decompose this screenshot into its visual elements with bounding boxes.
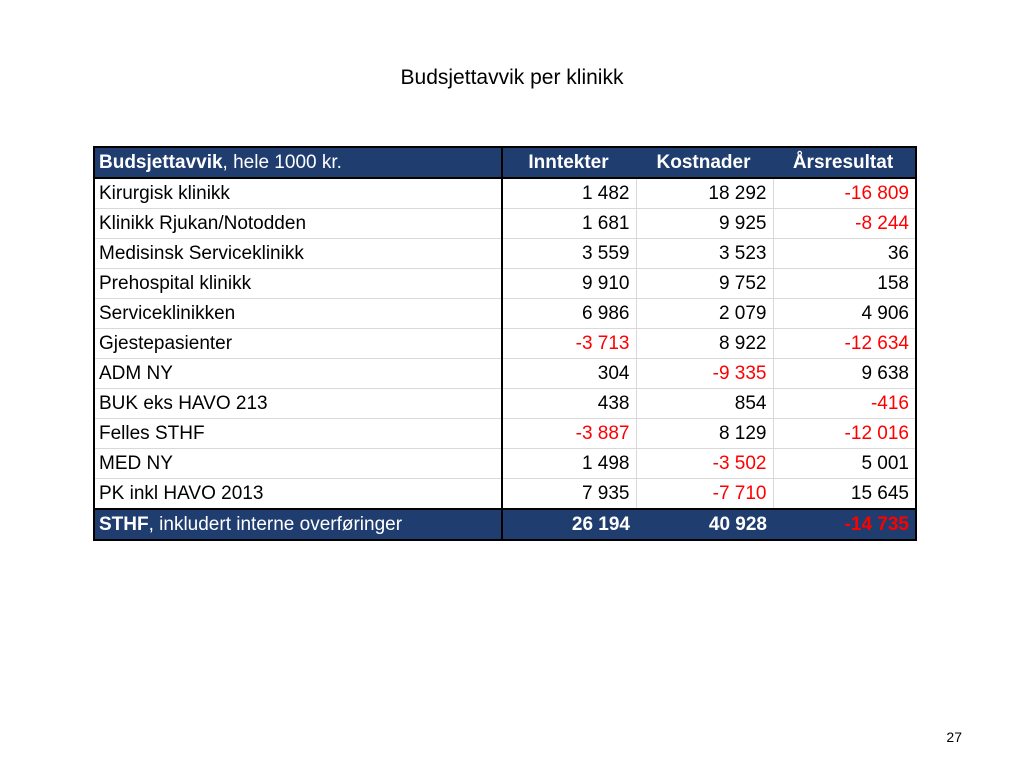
table-row: Felles STHF -3 887 8 129 -12 016 [94, 418, 916, 449]
column-header-kostnader: Kostnader [636, 147, 773, 178]
row-label: Serviceklinikken [94, 298, 503, 329]
column-header-arsresultat: Årsresultat [773, 147, 916, 178]
table-row: Gjestepasienter -3 713 8 922 -12 634 [94, 328, 916, 359]
table-cell: -9 335 [635, 358, 773, 389]
table-row: Prehospital klinikk 9 910 9 752 158 [94, 268, 916, 299]
page-number: 27 [946, 729, 962, 745]
table-cell: 9 925 [635, 208, 773, 239]
row-label: Prehospital klinikk [94, 268, 503, 299]
table-cell: 8 922 [635, 328, 773, 359]
row-label: Medisinsk Serviceklinikk [94, 238, 503, 269]
total-label-bold: STHF [99, 513, 149, 535]
table-cell: 36 [772, 238, 916, 269]
total-label-rest: , inkludert interne overføringer [148, 513, 403, 535]
total-cell: 40 928 [636, 509, 773, 540]
table-row: ADM NY 304 -9 335 9 638 [94, 358, 916, 389]
table-cell: 158 [772, 268, 916, 299]
table-cell: 9 910 [501, 268, 636, 299]
table-row: BUK eks HAVO 213 438 854 -416 [94, 388, 916, 419]
row-label: ADM NY [94, 358, 503, 389]
total-row: STHF, inkludert interne overføringer 26 … [94, 509, 916, 540]
table-cell: -3 713 [501, 328, 636, 359]
table-cell: -416 [772, 388, 916, 419]
table-cell: 1 498 [501, 448, 636, 479]
row-label: Felles STHF [94, 418, 503, 449]
total-label: STHF, inkludert interne overføringer [94, 509, 503, 540]
table-cell: -3 887 [501, 418, 636, 449]
table-cell: -16 809 [772, 178, 916, 209]
table-cell: 9 638 [772, 358, 916, 389]
table-cell: 854 [635, 388, 773, 419]
row-label: PK inkl HAVO 2013 [94, 478, 503, 510]
total-cell: -14 735 [773, 509, 916, 540]
table-cell: -3 502 [635, 448, 773, 479]
budget-variance-table: Budsjettavvik, hele 1000 kr. Inntekter K… [93, 146, 917, 541]
table-cell: 5 001 [772, 448, 916, 479]
header-label-rest: , hele 1000 kr. [222, 151, 342, 173]
table-row: Serviceklinikken 6 986 2 079 4 906 [94, 298, 916, 329]
table-header-row: Budsjettavvik, hele 1000 kr. Inntekter K… [94, 147, 916, 178]
table-cell: -7 710 [635, 478, 773, 510]
table-row: Klinikk Rjukan/Notodden 1 681 9 925 -8 244 [94, 208, 916, 239]
table-cell: 438 [501, 388, 636, 419]
slide-title: Budsjettavvik per klinikk [400, 66, 624, 89]
table-cell: -8 244 [772, 208, 916, 239]
row-label: MED NY [94, 448, 503, 479]
table-cell: 2 079 [635, 298, 773, 329]
table-row: MED NY 1 498 -3 502 5 001 [94, 448, 916, 479]
header-label-bold: Budsjettavvik [99, 151, 223, 173]
table-cell: -12 634 [772, 328, 916, 359]
row-label: Gjestepasienter [94, 328, 503, 359]
row-label: BUK eks HAVO 213 [94, 388, 503, 419]
table-cell: 1 681 [501, 208, 636, 239]
table-cell: 9 752 [635, 268, 773, 299]
table-cell: 18 292 [635, 178, 773, 209]
header-label: Budsjettavvik, hele 1000 kr. [94, 147, 503, 178]
table-cell: 3 559 [501, 238, 636, 269]
table-cell: -12 016 [772, 418, 916, 449]
table-row: Medisinsk Serviceklinikk 3 559 3 523 36 [94, 238, 916, 269]
table-row: PK inkl HAVO 2013 7 935 -7 710 15 645 [94, 478, 916, 510]
table-cell: 3 523 [635, 238, 773, 269]
column-header-inntekter: Inntekter [502, 147, 636, 178]
table-cell: 1 482 [501, 178, 636, 209]
table-cell: 7 935 [501, 478, 636, 510]
row-label: Kirurgisk klinikk [94, 178, 503, 209]
table-cell: 15 645 [772, 478, 916, 510]
table-cell: 304 [501, 358, 636, 389]
table-cell: 6 986 [501, 298, 636, 329]
row-label: Klinikk Rjukan/Notodden [94, 208, 503, 239]
table-cell: 4 906 [772, 298, 916, 329]
table-row: Kirurgisk klinikk 1 482 18 292 -16 809 [94, 178, 916, 209]
total-cell: 26 194 [502, 509, 636, 540]
table-cell: 8 129 [635, 418, 773, 449]
